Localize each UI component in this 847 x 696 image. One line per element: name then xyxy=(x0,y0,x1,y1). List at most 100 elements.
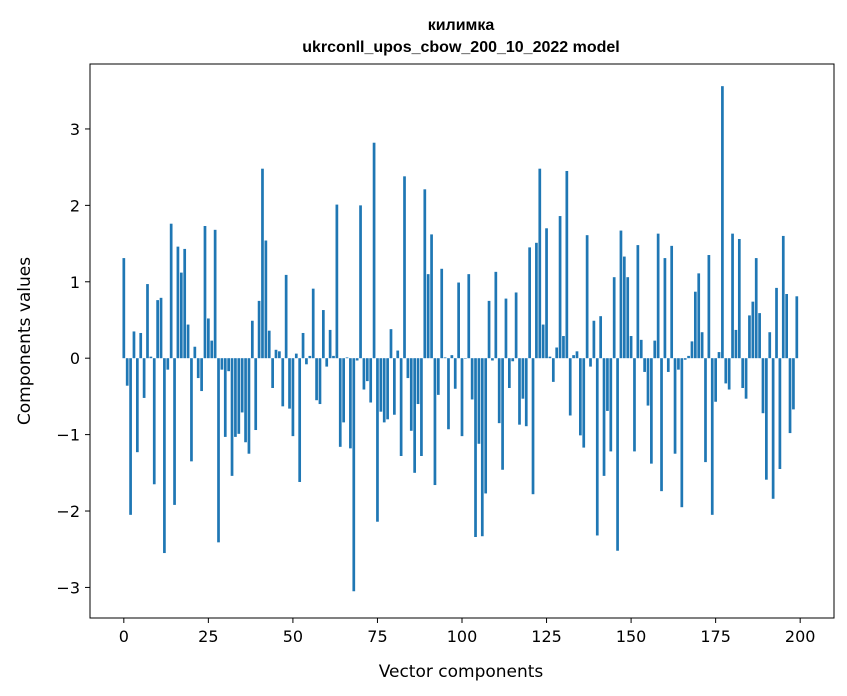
bar xyxy=(234,358,237,437)
bar xyxy=(521,358,525,399)
bar xyxy=(609,358,613,452)
bar xyxy=(528,247,531,359)
bar xyxy=(453,358,457,389)
bar xyxy=(487,300,491,359)
bar xyxy=(332,355,335,359)
bar xyxy=(393,358,396,415)
bar xyxy=(710,358,714,515)
bar xyxy=(744,358,748,399)
bar xyxy=(396,350,400,359)
bar xyxy=(585,235,589,359)
bar xyxy=(619,230,623,359)
y-axis-ticks: −3 −2 −1 0 1 2 3 xyxy=(56,120,90,597)
bar xyxy=(349,358,352,449)
bar xyxy=(582,358,586,448)
bar xyxy=(173,358,176,505)
bar xyxy=(450,355,454,359)
x-axis-label: Vector components xyxy=(379,662,544,682)
bar xyxy=(409,358,413,431)
bar xyxy=(237,358,241,434)
bar xyxy=(176,246,180,359)
bar xyxy=(274,349,278,359)
bars-group xyxy=(122,86,799,592)
bar xyxy=(125,358,129,386)
bar xyxy=(612,277,616,359)
bar xyxy=(420,358,423,456)
bar xyxy=(163,358,166,554)
bar xyxy=(365,358,369,382)
bar xyxy=(501,358,504,470)
bar xyxy=(389,329,393,359)
bar xyxy=(497,358,501,424)
bar xyxy=(494,271,498,359)
bar xyxy=(724,358,728,384)
bar xyxy=(524,358,528,427)
bar xyxy=(210,340,214,359)
bar xyxy=(467,274,471,359)
bar xyxy=(372,142,376,359)
bar xyxy=(771,358,775,499)
bar xyxy=(673,358,677,454)
bar xyxy=(193,346,197,359)
bar xyxy=(403,176,406,359)
bar xyxy=(129,358,132,515)
bar xyxy=(311,288,315,359)
bar xyxy=(213,229,217,359)
bar xyxy=(440,268,444,359)
bar xyxy=(606,358,609,411)
bar xyxy=(352,358,356,592)
bar xyxy=(247,358,251,454)
x-tick-label: 0 xyxy=(119,627,129,646)
bar xyxy=(758,313,761,359)
bar xyxy=(166,358,170,370)
bar xyxy=(338,358,342,447)
bar xyxy=(335,204,339,359)
bar xyxy=(555,347,559,359)
bar xyxy=(731,233,734,359)
bar xyxy=(152,358,156,485)
bar xyxy=(217,358,220,543)
y-axis-label: Components values xyxy=(15,257,35,425)
bar xyxy=(190,358,193,462)
bar xyxy=(558,216,562,359)
bar xyxy=(575,351,579,359)
bar xyxy=(447,358,450,430)
bar xyxy=(721,86,724,359)
bar xyxy=(788,358,792,434)
bar xyxy=(132,331,136,359)
bar xyxy=(775,287,778,359)
bar xyxy=(433,358,437,486)
bar xyxy=(200,358,203,392)
bar xyxy=(223,358,227,437)
bar xyxy=(406,358,410,379)
bar xyxy=(792,358,795,410)
bar xyxy=(548,356,552,359)
bar xyxy=(207,318,210,359)
bar xyxy=(643,358,646,372)
bar xyxy=(778,358,782,469)
bar xyxy=(717,352,721,359)
bar xyxy=(362,358,366,390)
bar xyxy=(122,258,126,359)
bar xyxy=(423,189,427,359)
bar xyxy=(656,233,660,359)
bar xyxy=(690,341,694,359)
bar xyxy=(480,358,484,537)
bar xyxy=(650,358,653,464)
bar xyxy=(315,358,318,401)
bar xyxy=(156,300,159,359)
y-tick-label: −3 xyxy=(56,578,80,597)
bar xyxy=(626,277,630,359)
bar xyxy=(149,356,153,359)
bar xyxy=(399,358,403,456)
bar xyxy=(541,324,545,359)
bar xyxy=(288,358,291,409)
bar xyxy=(653,340,657,359)
plot-area-frame xyxy=(89,63,835,619)
bar xyxy=(579,358,582,436)
bar xyxy=(413,358,417,473)
bar xyxy=(244,358,247,443)
bar xyxy=(426,274,430,359)
bar xyxy=(196,358,200,379)
bar xyxy=(257,300,261,359)
